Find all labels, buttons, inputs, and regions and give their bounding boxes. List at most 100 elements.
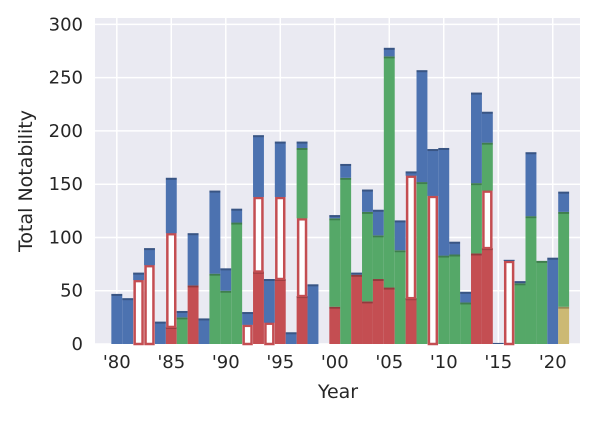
bar-segment-edge [383,47,395,50]
bar-segment-edge [351,272,363,275]
bar-segment-red-2014 [481,248,493,344]
bar-segment-edge [122,298,134,301]
bar-segment-edge [514,281,526,284]
bar-segment-yellow-2021 [558,306,570,344]
bar-segment-blue-2001 [340,163,352,178]
bar-segment-red-2003 [362,301,373,344]
bar-segment-red-outline-2014 [482,190,493,250]
bar-segment-red-outline-2009 [427,195,439,346]
x-axis-label: Year [317,381,358,403]
bar-segment-edge [449,254,461,257]
bar-segment-edge [111,293,123,296]
bar-segment-blue-2017 [514,281,526,284]
bar-segment-red-1985 [165,326,177,344]
bar-segment-blue-1992 [242,312,254,325]
bar-segment-edge [296,141,308,144]
bar-segment-edge [307,284,319,287]
bar-segment-edge [263,279,275,282]
bar-segment-edge [242,312,254,315]
bar-segment-edge [514,283,526,286]
bar-segment-blue-1983 [144,248,155,266]
y-tick-label: 100 [49,227,83,248]
bar-segment-red-outline-1995 [275,196,286,281]
bar-segment-blue-2018 [525,152,537,217]
bar-segment-blue-2015 [492,342,504,344]
y-tick-label: 150 [49,174,83,195]
bar-segment-edge [209,273,221,276]
bar-segment-blue-2007 [405,171,417,176]
bar-segment-green-2001 [340,177,352,344]
bar-segment-red-2005 [383,287,395,344]
bar-segment-green-2005 [383,56,395,288]
bar-segment-blue-1980 [111,293,123,344]
bar-segment-blue-2013 [471,92,482,184]
bar-segment-edge [372,209,384,212]
bar-segment-green-2008 [416,182,428,344]
bar-segment-blue-2008 [416,70,428,183]
bar-segment-edge [329,215,341,218]
bar-segment-green-2017 [514,283,526,344]
bar-segment-blue-2003 [362,189,373,212]
bar-segment-edge [471,253,482,256]
x-tick-label: '00 [321,352,349,373]
x-tick-label: '20 [539,352,567,373]
bar-segment-green-2012 [460,302,472,344]
bar-segment-edge [329,218,341,221]
y-tick-label: 0 [72,334,83,355]
x-tick-label: '95 [266,352,294,373]
bar-segment-green-1997 [296,147,308,219]
x-tick-label: '80 [103,352,131,373]
bar-segment-edge [231,208,243,211]
bar-segment-blue-1986 [176,310,188,318]
bar-segment-edge [481,111,493,114]
bar-segment-edge [340,177,352,180]
bar-segment-red-outline-1997 [296,218,308,298]
bar-segment-red-outline-2016 [503,260,515,346]
bar-segment-green-1986 [176,317,188,344]
bar-segment-edge [372,279,384,282]
x-tick-label: '10 [430,352,458,373]
bar-segment-red-2013 [471,253,482,344]
bar-segment-edge [460,291,472,294]
bar-segment-edge [558,211,570,214]
bar-segment-edge [329,306,341,309]
bar-segment-green-2018 [525,216,537,344]
bar-segment-edge [449,241,461,244]
bar-segment-blue-1991 [231,208,243,223]
bar-segment-edge [558,191,570,194]
bar-segment-edge [198,318,210,321]
bar-segment-red-outline-1992 [242,324,253,346]
x-tick-label: '85 [157,352,185,373]
bar-segment-edge [416,182,428,185]
bar-segment-blue-1998 [307,284,319,344]
bar-segment-red-outline-1993 [253,196,264,273]
bar-segment-edge [209,190,221,193]
bar-segment-edge [460,302,472,305]
bar-segment-blue-2000 [329,215,341,219]
bar-segment-green-2014 [481,142,493,191]
bar-segment-red-1997 [296,296,308,344]
bar-segment-blue-1989 [209,190,221,274]
bar-segment-edge [525,152,537,155]
bar-segment-red-2007 [405,298,417,344]
bar-segment-red-outline-1982 [133,279,144,346]
y-tick-label: 200 [49,121,83,142]
bar-segment-edge [253,135,264,138]
bar-segment-green-2004 [372,235,384,280]
bar-segment-red-2002 [351,274,363,344]
bar-segment-edge [176,317,188,320]
x-tick-label: '05 [375,352,403,373]
y-tick-labels: 0 50 100 150 200 250 300 [49,14,83,355]
bar-segment-edge [362,189,373,192]
bars [111,47,570,346]
bar-segment-blue-2016 [503,259,515,261]
bar-segment-edge [187,233,199,236]
bar-segment-blue-1990 [220,268,232,291]
bar-segment-edge [340,163,352,166]
bar-segment-edge [274,141,286,144]
bar-segment-edge [536,260,548,263]
bar-segment-red-outline-1983 [144,264,155,346]
bar-segment-blue-1996 [285,332,297,344]
y-tick-label: 50 [60,281,83,302]
